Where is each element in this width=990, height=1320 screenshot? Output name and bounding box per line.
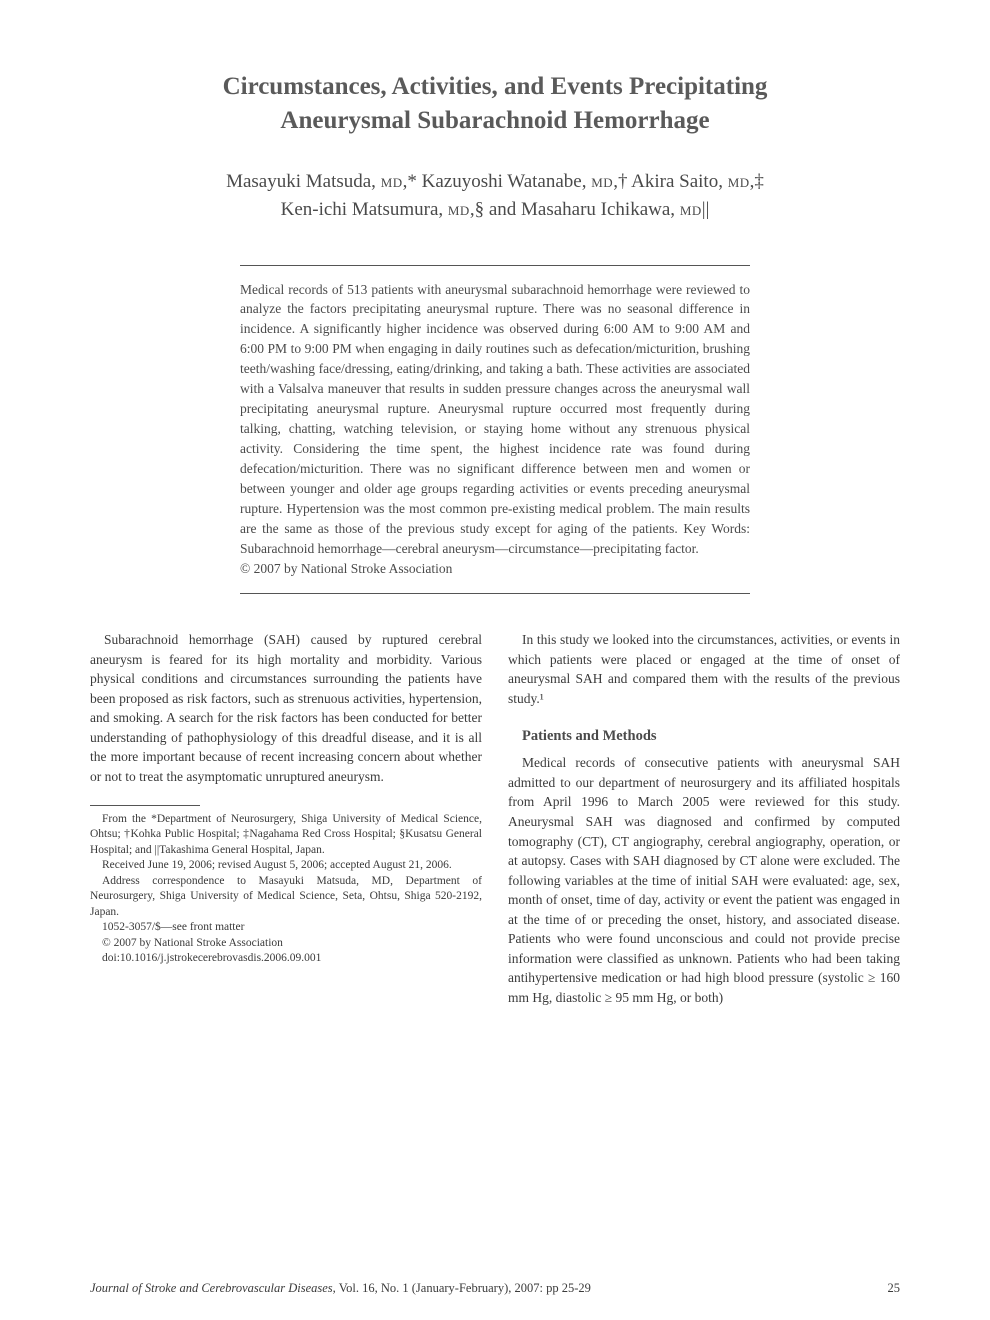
body-columns: Subarachnoid hemorrhage (SAH) caused by … bbox=[90, 630, 900, 1008]
abstract-text: Medical records of 513 patients with ane… bbox=[240, 280, 750, 580]
article-title: Circumstances, Activities, and Events Pr… bbox=[90, 70, 900, 138]
footnote-issn: 1052-3057/$—see front matter bbox=[90, 920, 482, 936]
author-list: Masayuki Matsuda, md,* Kazuyoshi Watanab… bbox=[90, 168, 900, 225]
right-column: In this study we looked into the circums… bbox=[508, 630, 900, 1008]
footnotes: From the *Department of Neurosurgery, Sh… bbox=[90, 812, 482, 967]
title-line-1: Circumstances, Activities, and Events Pr… bbox=[223, 73, 768, 100]
abstract-rule-bottom bbox=[240, 593, 750, 594]
abstract-copyright: © 2007 by National Stroke Association bbox=[240, 561, 452, 576]
methods-paragraph: Medical records of consecutive patients … bbox=[508, 753, 900, 1007]
footer-journal-name: Journal of Stroke and Cerebrovascular Di… bbox=[90, 1281, 336, 1295]
footnote-dates: Received June 19, 2006; revised August 5… bbox=[90, 858, 482, 874]
authors-line-2: Ken-ichi Matsumura, md,§ and Masaharu Ic… bbox=[281, 199, 710, 220]
footer-page-number: 25 bbox=[888, 1281, 901, 1296]
footnote-copyright: © 2007 by National Stroke Association bbox=[90, 936, 482, 952]
abstract-rule-top bbox=[240, 265, 750, 266]
abstract-body: Medical records of 513 patients with ane… bbox=[240, 282, 750, 557]
section-heading-patients-methods: Patients and Methods bbox=[522, 726, 900, 747]
title-line-2: Aneurysmal Subarachnoid Hemorrhage bbox=[280, 107, 709, 134]
footnote-affiliations: From the *Department of Neurosurgery, Sh… bbox=[90, 812, 482, 859]
footnote-rule bbox=[90, 805, 200, 806]
footnote-doi: doi:10.1016/j.jstrokecerebrovasdis.2006.… bbox=[90, 951, 482, 967]
left-column: Subarachnoid hemorrhage (SAH) caused by … bbox=[90, 630, 482, 1008]
study-intro-paragraph: In this study we looked into the circums… bbox=[508, 630, 900, 708]
footnote-correspondence: Address correspondence to Masayuki Matsu… bbox=[90, 874, 482, 921]
footer-journal-citation: Journal of Stroke and Cerebrovascular Di… bbox=[90, 1281, 591, 1296]
page-footer: Journal of Stroke and Cerebrovascular Di… bbox=[90, 1281, 900, 1296]
authors-line-1: Masayuki Matsuda, md,* Kazuyoshi Watanab… bbox=[226, 171, 764, 192]
footer-volume-info: Vol. 16, No. 1 (January-February), 2007:… bbox=[336, 1281, 591, 1295]
abstract-block: Medical records of 513 patients with ane… bbox=[240, 265, 750, 595]
intro-paragraph: Subarachnoid hemorrhage (SAH) caused by … bbox=[90, 630, 482, 787]
